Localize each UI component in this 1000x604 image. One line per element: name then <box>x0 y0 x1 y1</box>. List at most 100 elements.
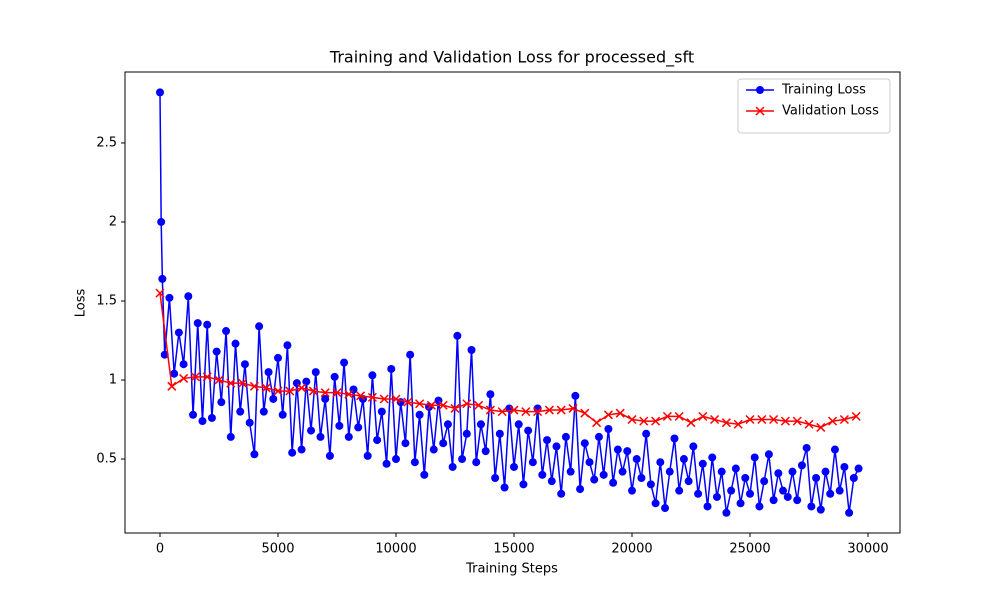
data-point <box>259 407 268 416</box>
data-point <box>717 467 726 476</box>
data-point <box>774 469 783 478</box>
data-point <box>745 414 755 425</box>
data-point <box>780 416 790 426</box>
data-point <box>403 397 413 407</box>
data-point <box>689 442 698 451</box>
data-point <box>212 347 221 356</box>
data-point <box>694 489 703 498</box>
data-point <box>332 388 342 398</box>
data-point <box>458 455 467 464</box>
data-point <box>476 420 485 429</box>
x-tick-label: 30000 <box>847 542 888 557</box>
data-point <box>851 411 861 421</box>
data-point <box>368 371 377 380</box>
data-point <box>320 388 330 398</box>
data-point <box>170 369 179 378</box>
data-point <box>722 508 731 517</box>
x-tick-label: 10000 <box>375 542 416 557</box>
data-point <box>415 410 424 419</box>
x-tick-label: 15000 <box>493 542 534 557</box>
data-point <box>721 418 731 428</box>
data-point <box>637 474 646 483</box>
data-point <box>155 88 164 97</box>
data-point <box>592 418 602 428</box>
data-point <box>797 461 806 470</box>
data-point <box>373 436 382 445</box>
data-point <box>429 445 438 454</box>
series <box>155 288 861 432</box>
y-tick-label: 1.5 <box>96 293 117 308</box>
data-point <box>344 432 353 441</box>
data-point <box>207 413 216 422</box>
data-point <box>599 470 608 479</box>
data-point <box>580 408 590 418</box>
data-point <box>741 474 750 483</box>
data-point <box>547 477 556 486</box>
legend-marker <box>755 106 765 116</box>
data-point <box>238 378 248 388</box>
data-point <box>519 480 528 489</box>
data-point <box>736 499 745 508</box>
data-point <box>307 426 316 435</box>
data-point <box>783 492 792 501</box>
series-line <box>159 293 857 429</box>
data-point <box>646 480 655 489</box>
data-point <box>184 292 193 301</box>
data-point <box>618 467 627 476</box>
x-tick-label: 0 <box>156 542 164 557</box>
data-point <box>845 508 854 517</box>
data-point <box>474 400 484 410</box>
data-point <box>316 432 325 441</box>
data-point <box>639 416 649 426</box>
data-point <box>193 319 202 328</box>
data-point <box>627 486 636 495</box>
data-point <box>439 439 448 448</box>
data-point <box>712 492 721 501</box>
data-point <box>533 407 543 417</box>
legend-label: Validation Loss <box>782 104 879 119</box>
data-point <box>731 464 740 473</box>
data-point <box>420 470 429 479</box>
data-point <box>344 389 354 399</box>
data-point <box>217 398 226 407</box>
data-point <box>727 486 736 495</box>
data-point <box>462 429 471 438</box>
data-point <box>406 350 415 359</box>
data-point <box>410 458 419 467</box>
data-point <box>311 368 320 377</box>
data-point <box>165 293 174 302</box>
data-point <box>448 462 457 471</box>
data-point <box>760 477 769 486</box>
data-point <box>684 477 693 486</box>
data-point <box>792 416 802 426</box>
data-point <box>214 375 224 385</box>
data-point <box>651 416 661 426</box>
data-point <box>157 217 166 226</box>
data-point <box>750 453 759 462</box>
data-point <box>363 451 372 460</box>
data-point <box>769 414 779 425</box>
data-point <box>557 489 566 498</box>
data-point <box>236 407 245 416</box>
data-point <box>189 410 198 419</box>
data-point <box>779 486 788 495</box>
data-point <box>377 407 386 416</box>
data-point <box>297 445 306 454</box>
data-point <box>264 368 273 377</box>
data-point <box>816 422 826 432</box>
data-point <box>245 418 254 427</box>
data-point <box>297 383 307 393</box>
data-point <box>283 341 292 350</box>
data-point <box>500 483 509 492</box>
data-point <box>703 502 712 511</box>
data-point <box>543 436 552 445</box>
data-point <box>642 429 651 438</box>
data-point <box>788 467 797 476</box>
data-point <box>174 328 183 337</box>
data-point <box>335 421 344 430</box>
data-point <box>462 399 472 409</box>
data-point <box>656 458 665 467</box>
data-point <box>698 459 707 468</box>
data-point <box>670 434 679 443</box>
